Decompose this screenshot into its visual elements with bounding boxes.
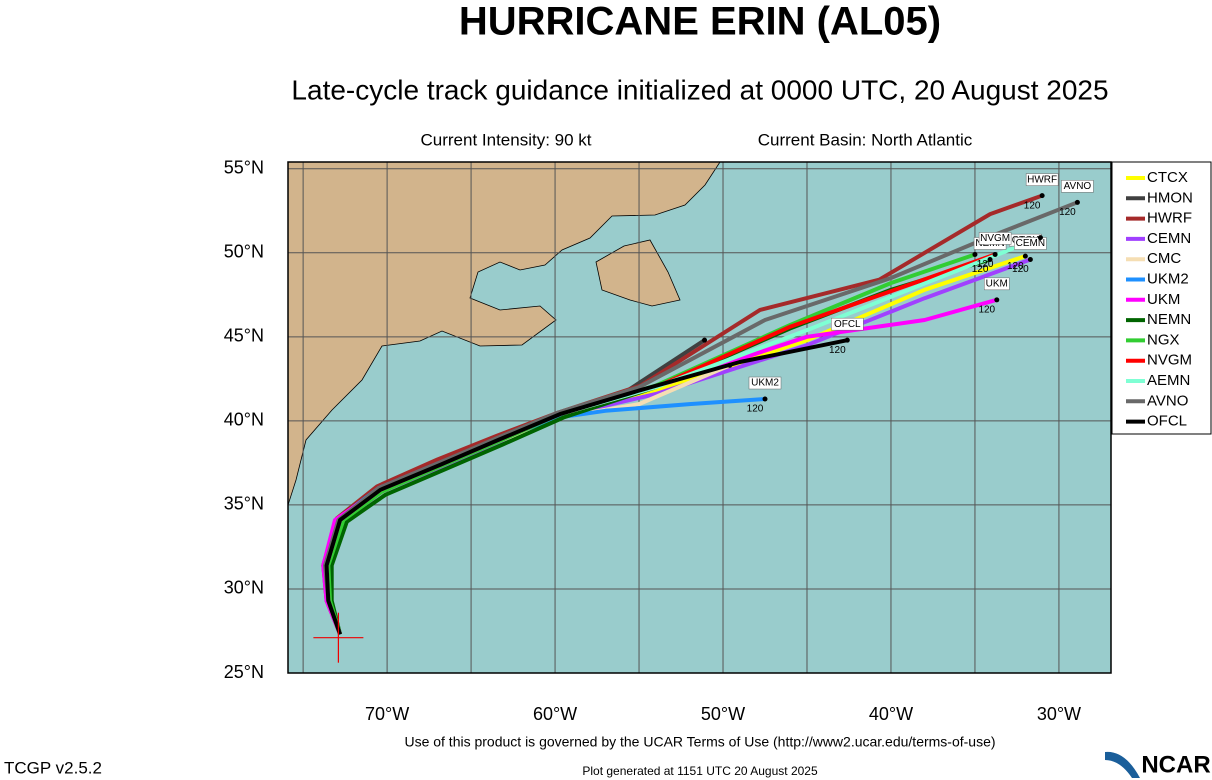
legend-label: OFCL xyxy=(1147,413,1187,430)
legend-label: AVNO xyxy=(1147,392,1188,409)
track-end xyxy=(1039,193,1045,199)
legend-label: HWRF xyxy=(1147,210,1192,227)
legend-label: UKM xyxy=(1147,291,1180,308)
track-label-box xyxy=(1025,173,1059,186)
track-label-box xyxy=(1061,180,1094,193)
ncar: NCAR xyxy=(1141,751,1210,778)
track-end xyxy=(972,251,978,257)
legend-label: CMC xyxy=(1147,250,1181,267)
newfoundland xyxy=(595,239,681,307)
x-tick-label: 60°W xyxy=(533,704,577,724)
north-america xyxy=(288,162,721,506)
ncar-logo xyxy=(1105,751,1140,778)
forecast-hour: 120 xyxy=(1059,207,1076,218)
y-tick-label: 35°N xyxy=(224,494,264,514)
x-tick-label: 40°W xyxy=(869,704,913,724)
legend-label: NGX xyxy=(1147,331,1180,348)
track-label: HWRF xyxy=(1027,174,1057,185)
plot-layer: 120CTCX120HWRF120CEMN120UKM2120UKM120NEM… xyxy=(313,173,1094,663)
x-tick-label: 30°W xyxy=(1037,704,1081,724)
forecast-hour: 120 xyxy=(972,264,989,275)
forecast-hour: 120 xyxy=(1012,264,1029,275)
track-label: CEMN xyxy=(1016,238,1045,249)
terms: Use of this product is governed by the U… xyxy=(404,734,995,750)
track-label: AVNO xyxy=(1064,181,1092,192)
version: TCGP v2.5.2 xyxy=(4,758,102,777)
track-end xyxy=(727,362,733,368)
track-end xyxy=(1027,256,1033,262)
track-end xyxy=(762,396,768,402)
legend-label: CEMN xyxy=(1147,230,1191,247)
track xyxy=(324,338,848,635)
x-tick-label: 50°W xyxy=(701,704,745,724)
forecast-hour: 120 xyxy=(1024,200,1041,211)
track-end xyxy=(987,256,993,262)
y-tick-label: 30°N xyxy=(224,578,264,598)
forecast-hour: 120 xyxy=(978,304,995,315)
legend-label: NEMN xyxy=(1147,311,1191,328)
track-label-box xyxy=(831,317,864,331)
track-label-box xyxy=(748,376,782,390)
generated: Plot generated at 1151 UTC 20 August 202… xyxy=(582,764,818,778)
y-tick-label: 25°N xyxy=(224,662,264,682)
chart-title: HURRICANE ERIN (AL05) xyxy=(459,0,941,44)
track-label: UKM2 xyxy=(751,378,779,389)
forecast-hour: 120 xyxy=(747,404,764,415)
track-end xyxy=(702,337,708,343)
track-end xyxy=(1074,199,1080,205)
y-tick-label: 45°N xyxy=(224,326,264,346)
x-tick-label: 70°W xyxy=(365,704,409,724)
track-label-box xyxy=(978,232,1012,245)
forecast-hour: 120 xyxy=(977,259,994,270)
land xyxy=(288,162,721,506)
track-end xyxy=(994,297,1000,303)
track-label: NVGM xyxy=(980,233,1010,244)
annotation: Current Basin: North Atlantic xyxy=(758,130,973,149)
track-label: OFCL xyxy=(834,319,861,330)
y-tick-label: 55°N xyxy=(224,157,264,177)
legend-label: AEMN xyxy=(1147,372,1190,389)
track-end xyxy=(992,251,998,257)
legend-label: CTCX xyxy=(1147,169,1188,186)
legend-label: HMON xyxy=(1147,189,1193,206)
track-label: UKM xyxy=(986,278,1008,289)
chart-subtitle: Late-cycle track guidance initialized at… xyxy=(291,74,1108,105)
track-end xyxy=(1022,253,1028,259)
track-end xyxy=(844,337,850,343)
y-tick-label: 50°N xyxy=(224,242,264,262)
track-label-box xyxy=(1014,237,1047,250)
forecast-hour: 120 xyxy=(829,345,846,356)
annotation: Current Intensity: 90 kt xyxy=(420,130,591,149)
forecast-hour: 120 xyxy=(1007,261,1024,272)
legend-label: UKM2 xyxy=(1147,270,1189,287)
track-end xyxy=(1037,235,1043,241)
track-label-box xyxy=(984,277,1010,291)
legend-label: NVGM xyxy=(1147,352,1192,369)
plot-frame xyxy=(287,161,1112,674)
y-tick-label: 40°N xyxy=(224,410,264,430)
